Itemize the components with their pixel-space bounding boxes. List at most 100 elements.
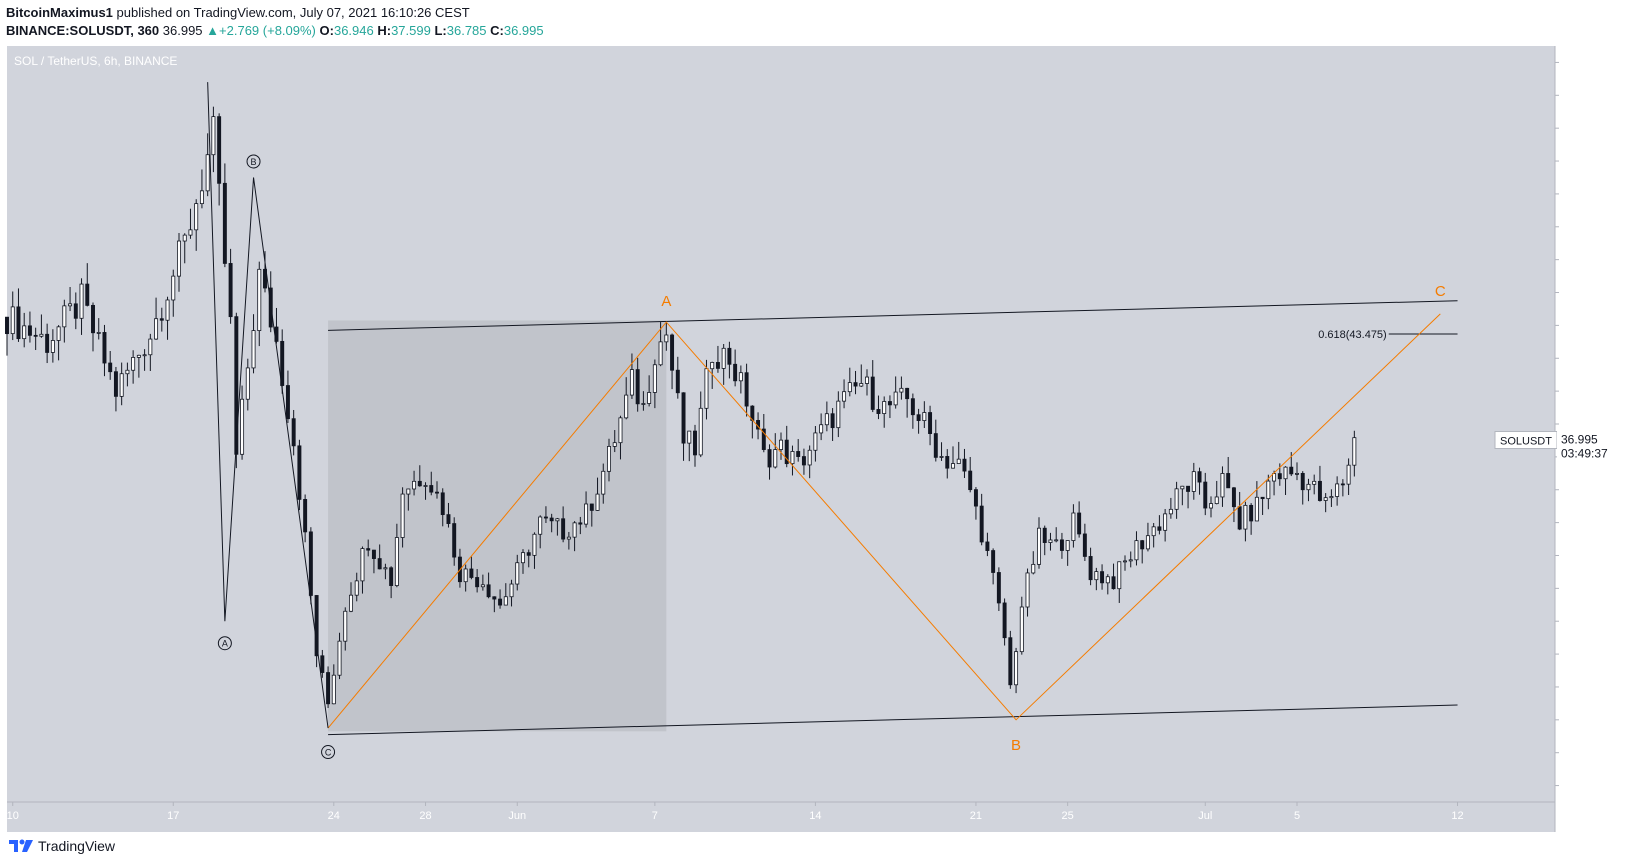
author-name[interactable]: BitcoinMaximus1 (6, 5, 113, 20)
candle-body (1059, 539, 1064, 551)
candle-down (744, 363, 749, 417)
candle-down (446, 502, 451, 528)
candle-body (291, 418, 296, 447)
candle-body (412, 480, 417, 490)
candle-body (33, 334, 38, 337)
orange-wave-label-b: B (1011, 737, 1021, 754)
candle-body (1306, 483, 1311, 491)
candle-body (807, 449, 812, 466)
candle-down (91, 302, 95, 352)
candle-body (154, 318, 159, 340)
time-axis[interactable]: 10 17 24 28 Jun 7 14 21 25 Jul 5 12 (7, 802, 1464, 822)
candle-body (836, 400, 841, 429)
candle-up (1346, 458, 1351, 496)
candle-down (45, 323, 50, 364)
candle-body (1002, 602, 1007, 639)
candle-up (10, 291, 15, 341)
candle-up (847, 367, 852, 397)
candle-body (779, 439, 783, 450)
candle-down (1203, 472, 1208, 516)
candle-down (326, 666, 331, 709)
symbol-label: BINANCE:SOLUSDT, 360 (6, 23, 160, 38)
candle-down (733, 349, 738, 387)
channel-lower-line (328, 704, 1458, 736)
candle-up (1191, 462, 1196, 500)
candle-down (1100, 564, 1105, 590)
candle-body (870, 376, 875, 410)
candle-up (813, 426, 818, 462)
candle-down (928, 405, 933, 446)
candle-down (670, 333, 675, 390)
candle-body (1082, 533, 1087, 557)
candle-body (440, 492, 445, 516)
candle-up (859, 364, 864, 388)
candle-body (784, 439, 789, 465)
orange-wave-line (327, 313, 1441, 729)
candle-body (1174, 488, 1179, 510)
candle-up (1145, 522, 1150, 552)
time-tick-label: 28 (419, 810, 431, 822)
ohlc-line: BINANCE:SOLUSDT, 360 36.995 ▲+2.769 (+8.… (6, 22, 544, 40)
candle-up (1209, 496, 1213, 518)
candle-body (847, 382, 852, 393)
candle-up (423, 482, 428, 500)
candle-body (893, 391, 898, 406)
candle-body (572, 522, 577, 538)
tradingview-footer[interactable]: TradingView (8, 838, 115, 854)
candle-up (337, 632, 342, 680)
candle-up (865, 369, 869, 396)
price-tick-label: 26.000 (1563, 616, 1597, 628)
candle-body (1289, 466, 1294, 475)
candle-body (865, 376, 869, 384)
candle-body (526, 552, 531, 556)
candle-body (824, 413, 829, 426)
candle-up (836, 391, 841, 438)
candle-body (635, 369, 640, 405)
candle-up (618, 415, 623, 460)
low-value: 36.785 (446, 23, 487, 38)
candle-down (486, 572, 491, 599)
candle-down (876, 395, 881, 420)
candle-body (360, 548, 365, 582)
candle-up (819, 413, 824, 441)
candle-body (968, 470, 973, 491)
candle-up (882, 396, 887, 428)
candle-down (314, 595, 319, 668)
price-tick-label: 24.000 (1563, 649, 1597, 661)
candle-body (1214, 496, 1219, 505)
candle-down (263, 251, 267, 293)
candle-body (91, 304, 95, 334)
candle-up (383, 563, 388, 580)
candle-body (10, 306, 15, 335)
candle-body (50, 340, 55, 353)
candle-down (1077, 501, 1082, 538)
candle-up (521, 549, 525, 574)
candle-body (1065, 540, 1070, 551)
candle-down (1059, 532, 1064, 559)
candle-up (154, 297, 159, 340)
candle-body (16, 306, 21, 340)
candle-body (45, 333, 50, 353)
candle-down (498, 589, 503, 609)
candle-up (400, 487, 405, 548)
candle-body (400, 493, 405, 538)
candle-down (1042, 525, 1047, 556)
time-tick-label: Jun (508, 810, 526, 822)
close-label: C: (490, 23, 504, 38)
price-tick-label: 20.000 (1563, 715, 1597, 727)
candle-up (1174, 481, 1179, 519)
candle-body (1111, 576, 1116, 590)
candle-up (22, 312, 27, 348)
candle-body (641, 403, 646, 405)
candle-up (612, 430, 617, 453)
candle-body (687, 430, 692, 444)
price-tick-label: 32.000 (1563, 518, 1597, 530)
candle-body (842, 391, 847, 402)
candle-body (532, 533, 537, 556)
candle-body (1220, 473, 1225, 498)
candle-down (543, 506, 548, 524)
candle-body (859, 383, 864, 387)
price-axis[interactable]: 16.000 18.000 20.000 22.000 24.000 26.000 28.0… (1555, 57, 1597, 793)
candle-down (1008, 630, 1013, 689)
